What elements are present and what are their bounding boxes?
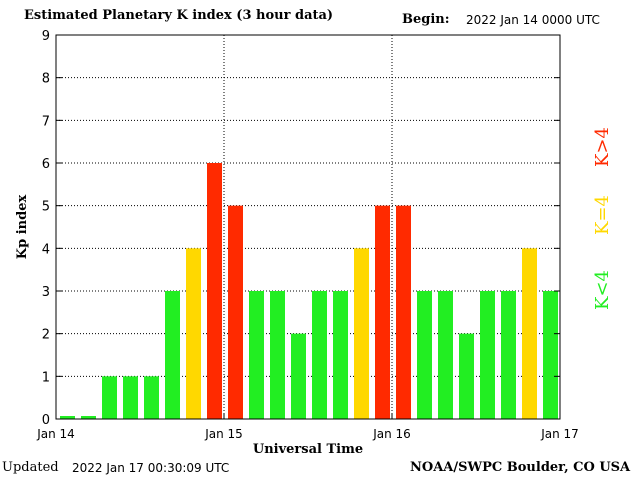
kp-bar — [81, 416, 96, 419]
updated-label: Updated — [2, 460, 59, 475]
y-tick-label: 3 — [42, 285, 50, 300]
legend-mid: K=4 — [592, 195, 613, 235]
credit-text: NOAA/SWPC Boulder, CO USA — [410, 460, 631, 475]
kp-bar — [459, 333, 474, 419]
kp-bar — [333, 291, 348, 419]
kp-bar — [543, 291, 558, 419]
y-tick-label: 9 — [42, 29, 50, 44]
kp-bar — [60, 416, 75, 419]
kp-bar — [102, 376, 117, 419]
kp-bar — [438, 291, 453, 419]
kp-bar — [207, 163, 222, 419]
y-tick-label: 5 — [42, 200, 50, 215]
kp-bar — [186, 248, 201, 419]
kp-bar — [375, 205, 390, 419]
y-axis-ticks: 0 1 2 3 4 5 6 7 8 9 — [42, 29, 560, 428]
kp-bar — [270, 291, 285, 419]
grid-lines — [56, 35, 560, 419]
y-tick-label: 0 — [42, 413, 50, 428]
kp-bar — [228, 205, 243, 419]
kp-bar — [480, 291, 495, 419]
y-axis-label: Kp index — [15, 195, 30, 260]
kp-bar — [291, 333, 306, 419]
x-tick-label: Jan 15 — [204, 427, 243, 441]
x-axis-ticks: Jan 14 Jan 15 Jan 16 Jan 17 — [36, 413, 579, 441]
x-tick-label: Jan 16 — [372, 427, 411, 441]
x-tick-label: Jan 14 — [36, 427, 75, 441]
kp-bar — [165, 291, 180, 419]
kp-bar — [417, 291, 432, 419]
y-tick-label: 2 — [42, 328, 50, 343]
kp-bar — [144, 376, 159, 419]
kp-bar — [396, 205, 411, 419]
chart-title: Estimated Planetary K index (3 hour data… — [24, 8, 334, 23]
updated-value: 2022 Jan 17 00:30:09 UTC — [72, 461, 230, 475]
begin-label: Begin: — [402, 12, 450, 27]
x-axis-label: Universal Time — [253, 442, 363, 457]
y-tick-label: 4 — [42, 242, 50, 257]
kp-bar — [312, 291, 327, 419]
y-tick-label: 8 — [42, 72, 50, 87]
legend-high: K>4 — [592, 127, 613, 167]
kp-bar — [123, 376, 138, 419]
kp-bar — [501, 291, 516, 419]
kp-bar — [249, 291, 264, 419]
legend-low: K<4 — [592, 270, 613, 310]
begin-value: 2022 Jan 14 0000 UTC — [466, 13, 600, 27]
y-tick-label: 6 — [42, 157, 50, 172]
x-tick-label: Jan 17 — [540, 427, 579, 441]
kp-bar — [522, 248, 537, 419]
y-tick-label: 1 — [42, 370, 50, 385]
bar-series — [60, 163, 558, 419]
y-tick-label: 7 — [42, 114, 50, 129]
plot-frame — [55, 34, 561, 420]
kp-bar — [354, 248, 369, 419]
